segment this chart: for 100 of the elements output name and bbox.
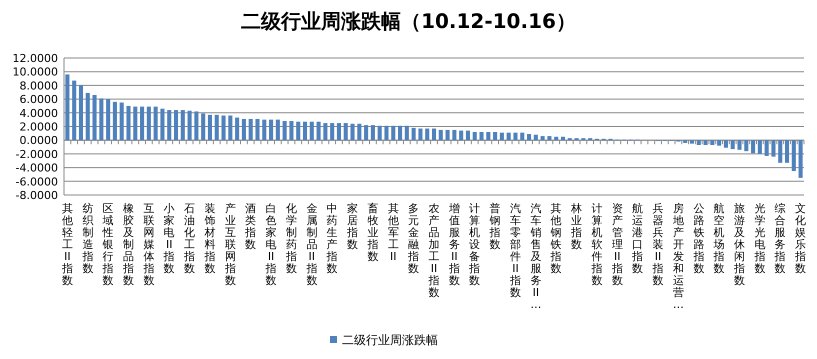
bar — [120, 102, 124, 140]
y-tick-label: 12.0000 — [12, 52, 58, 65]
y-tick-label: -8.0000 — [16, 189, 58, 202]
bar — [710, 140, 714, 145]
bar — [704, 140, 708, 145]
bar — [520, 132, 524, 140]
bar — [214, 114, 219, 140]
x-tick-label: 中药生产指数 — [326, 202, 338, 275]
bar — [798, 140, 803, 178]
bar — [242, 118, 246, 140]
bar — [92, 94, 97, 140]
bar — [228, 116, 232, 140]
category-label: 房地产开发和运营… — [672, 202, 684, 311]
bar — [696, 140, 701, 145]
y-tick-label: -2.0000 — [16, 148, 58, 161]
x-tick-label: 互联网媒体指数 — [142, 202, 154, 287]
category-label: 汽车销售及服务II… — [530, 202, 542, 311]
y-tick-label: 2.0000 — [20, 120, 58, 134]
x-tick-label: 金属制品II指数 — [305, 202, 318, 287]
bar — [208, 114, 212, 140]
x-tick-label: 汽车零部件II指数 — [508, 202, 521, 299]
bar — [269, 120, 274, 140]
bar — [459, 130, 464, 140]
bar — [737, 140, 742, 150]
x-tick-label: 石油化工指数 — [183, 202, 196, 275]
bar — [683, 140, 688, 143]
bar — [65, 74, 70, 140]
bar — [357, 124, 362, 140]
y-tick-label: 4.0000 — [20, 106, 58, 120]
x-tick-label: 增值服务II指数 — [448, 202, 460, 287]
bar — [336, 123, 341, 140]
x-tick-label: 装饰材料指数 — [203, 202, 216, 275]
bar — [167, 110, 172, 140]
bar — [133, 106, 138, 140]
bar — [493, 132, 498, 140]
bar — [302, 122, 308, 140]
bar — [744, 140, 748, 152]
bar — [486, 132, 490, 140]
bar — [350, 124, 355, 140]
x-tick-label: 橡胶及制品指数 — [122, 202, 134, 287]
bar — [534, 134, 538, 140]
x-tick-label: 酒类指数 — [244, 202, 256, 251]
bar — [404, 126, 409, 140]
bar — [235, 118, 240, 140]
bar — [784, 140, 790, 163]
bar — [527, 134, 532, 140]
bar — [296, 122, 300, 140]
bar — [418, 128, 422, 140]
x-tick-label: 光学光电指数 — [753, 202, 766, 275]
bar — [370, 125, 375, 140]
x-tick-label: 化学制药指数 — [284, 202, 297, 275]
bar — [466, 130, 470, 140]
x-tick-label: 家居指数 — [346, 202, 358, 251]
bar — [201, 113, 206, 140]
y-tick-label: 6.0000 — [20, 93, 58, 106]
bar — [289, 121, 294, 140]
x-tick-label: 小家电II指数 — [162, 202, 175, 275]
bar — [771, 140, 776, 157]
bar — [86, 92, 90, 140]
x-tick-label: 公路铁路指数 — [692, 202, 704, 275]
x-tick-label: 其他军工II — [388, 202, 399, 263]
bar — [188, 110, 192, 140]
x-tick-label: 区域性银行指数 — [102, 202, 114, 287]
bar — [412, 128, 416, 140]
bar — [146, 106, 151, 140]
x-tick-label: 旅游及休闲指数 — [733, 202, 746, 287]
bar — [174, 110, 178, 140]
x-tick-label: 航空机场指数 — [712, 202, 725, 275]
x-tick-label: 农产品加工II指数 — [428, 202, 440, 299]
bar — [126, 106, 131, 140]
bar — [452, 130, 456, 140]
y-tick-label: -4.0000 — [16, 162, 58, 175]
bar — [792, 140, 796, 172]
bar — [255, 118, 260, 140]
bar — [364, 125, 368, 140]
bar — [154, 106, 158, 140]
bar — [513, 132, 518, 140]
x-tick-label: 产业互联网指数 — [224, 202, 236, 287]
bar — [778, 140, 782, 163]
bar — [500, 132, 504, 140]
bar — [547, 136, 552, 140]
bar — [378, 126, 382, 140]
bar — [751, 140, 756, 154]
x-tick-label: 计算机软件指数 — [590, 202, 602, 287]
bar — [180, 110, 185, 140]
bar — [438, 130, 443, 140]
bar — [316, 122, 321, 140]
bar — [506, 132, 511, 140]
bar — [140, 106, 144, 140]
bar — [194, 111, 198, 140]
bar — [99, 98, 104, 140]
bar — [78, 85, 84, 140]
bar — [112, 102, 117, 140]
y-tick-label: 10.0000 — [12, 66, 58, 79]
bar — [222, 116, 226, 140]
bar — [282, 121, 287, 140]
bar — [323, 123, 328, 140]
bar — [724, 140, 728, 148]
x-tick-label: 畜牧业指数 — [366, 202, 378, 263]
bar — [730, 140, 735, 150]
